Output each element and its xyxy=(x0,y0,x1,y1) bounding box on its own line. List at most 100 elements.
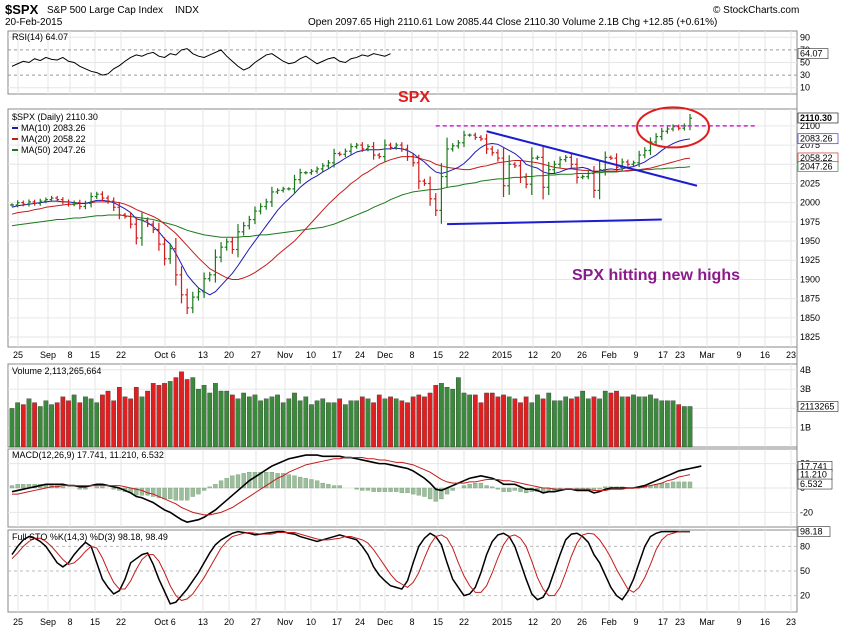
volume-bar xyxy=(489,392,495,448)
volume-y-tick: 3B xyxy=(800,384,811,394)
price-bar xyxy=(252,206,257,225)
price-title: $SPX (Daily) 2110.30 xyxy=(12,112,98,122)
price-bar xyxy=(190,291,195,314)
x-tick-label: 9 xyxy=(736,617,741,627)
volume-bar xyxy=(585,398,591,448)
price-bar xyxy=(281,186,286,193)
macd-histogram-bar xyxy=(320,482,325,489)
labels-layer: 25 25 Sep Sep 8 8 15 15 22 22 Oct 6 Oct 6 13 13 20 20 27… xyxy=(12,32,839,627)
x-tick-label: Oct 6 xyxy=(154,350,176,360)
x-tick-label: Feb xyxy=(601,350,617,360)
macd-histogram-bar xyxy=(275,473,280,489)
macd-histogram-bar xyxy=(77,487,82,490)
volume-bar xyxy=(26,398,32,448)
volume-bar xyxy=(455,377,461,448)
volume-bar xyxy=(529,402,535,448)
volume-bar xyxy=(602,390,608,448)
volume-bar xyxy=(150,383,156,448)
price-bar xyxy=(196,288,201,301)
price-bar xyxy=(134,217,139,245)
price-label-box xyxy=(797,133,839,145)
volume-bar xyxy=(478,402,484,448)
x-tick-label: 26 xyxy=(577,617,587,627)
price-bar xyxy=(563,154,568,163)
price-y-tick: 1825 xyxy=(800,332,820,342)
rsi-y-tick: 10 xyxy=(800,83,810,93)
macd-histogram-bar xyxy=(524,487,529,494)
macd-histogram-bar xyxy=(21,484,26,489)
macd-histogram-bar xyxy=(190,487,195,497)
price-value-label: 2110.30 xyxy=(800,113,832,123)
x-tick-label: 10 xyxy=(306,350,316,360)
volume-bar xyxy=(405,402,410,448)
rsi-line xyxy=(11,48,391,76)
x-tick-label: 17 xyxy=(658,350,668,360)
volume-bar xyxy=(309,404,314,448)
x-tick-label: Oct 6 xyxy=(154,617,176,627)
macd-histogram-bar xyxy=(682,481,687,489)
macd-histogram-bar xyxy=(507,487,512,492)
price-bar xyxy=(179,266,184,304)
macd-histogram-bar xyxy=(281,473,286,489)
volume-bar xyxy=(365,398,371,448)
price-bar xyxy=(394,142,399,150)
price-bar xyxy=(89,192,94,208)
descending-trendline xyxy=(486,130,698,187)
price-bar xyxy=(156,222,161,251)
x-tick-label: 22 xyxy=(116,617,126,627)
price-bar xyxy=(207,271,212,282)
x-tick-label: 12 xyxy=(528,617,538,627)
x-tick-label: 15 xyxy=(433,350,443,360)
price-bar xyxy=(72,200,77,207)
volume-bar xyxy=(348,400,354,448)
x-tick-label: 25 xyxy=(13,617,23,627)
rsi-y-tick: 30 xyxy=(800,70,810,80)
volume-bar xyxy=(128,398,133,448)
price-bar xyxy=(145,217,150,228)
x-tick-label: 25 xyxy=(13,350,23,360)
x-tick-label: Mar xyxy=(699,617,715,627)
price-y-tick: 1900 xyxy=(800,274,820,284)
volume-bar xyxy=(156,385,162,448)
price-bar xyxy=(320,163,325,172)
macd-histogram-bar xyxy=(597,487,602,490)
price-bar xyxy=(15,200,20,208)
macd-histogram-bar xyxy=(314,480,320,489)
volume-bar xyxy=(631,394,636,448)
macd-histogram-bar xyxy=(201,487,207,491)
macd-histogram-bar xyxy=(461,485,467,489)
volume-bar xyxy=(337,398,343,448)
volume-bar xyxy=(580,390,586,448)
price-bar xyxy=(230,237,235,254)
macd-histogram-bar xyxy=(439,487,444,500)
volume-bar xyxy=(88,398,94,448)
macd-histogram-bar xyxy=(687,481,693,489)
annotation-spx: SPX xyxy=(398,89,430,106)
price-bar xyxy=(642,147,647,159)
x-tick-label: 8 xyxy=(67,350,72,360)
volume-bar xyxy=(139,396,145,448)
macd-histogram-bar xyxy=(111,487,116,490)
volume-bar xyxy=(275,394,280,448)
x-tick-label: 23 xyxy=(786,617,796,627)
price-bar xyxy=(399,142,404,152)
x-tick-label: Dec xyxy=(377,350,394,360)
price-bar xyxy=(371,142,376,160)
x-tick-label: 27 xyxy=(251,350,261,360)
price-bar xyxy=(580,174,585,180)
stockcharts-brand[interactable]: © StockCharts.com xyxy=(713,5,799,16)
price-y-tick: 1850 xyxy=(800,313,820,323)
volume-bar xyxy=(342,404,348,448)
volume-bar xyxy=(196,388,201,448)
rsi-value-box xyxy=(797,48,829,59)
x-tick-label: 23 xyxy=(675,617,685,627)
price-bar xyxy=(275,188,280,195)
price-bar xyxy=(541,145,546,200)
macd-histogram-bar xyxy=(410,487,416,495)
volume-bar xyxy=(83,396,88,448)
volume-bar xyxy=(252,394,258,448)
volume-bar xyxy=(224,390,230,448)
volume-bar xyxy=(422,396,427,448)
macd-value-label: 11.210 xyxy=(800,469,827,479)
